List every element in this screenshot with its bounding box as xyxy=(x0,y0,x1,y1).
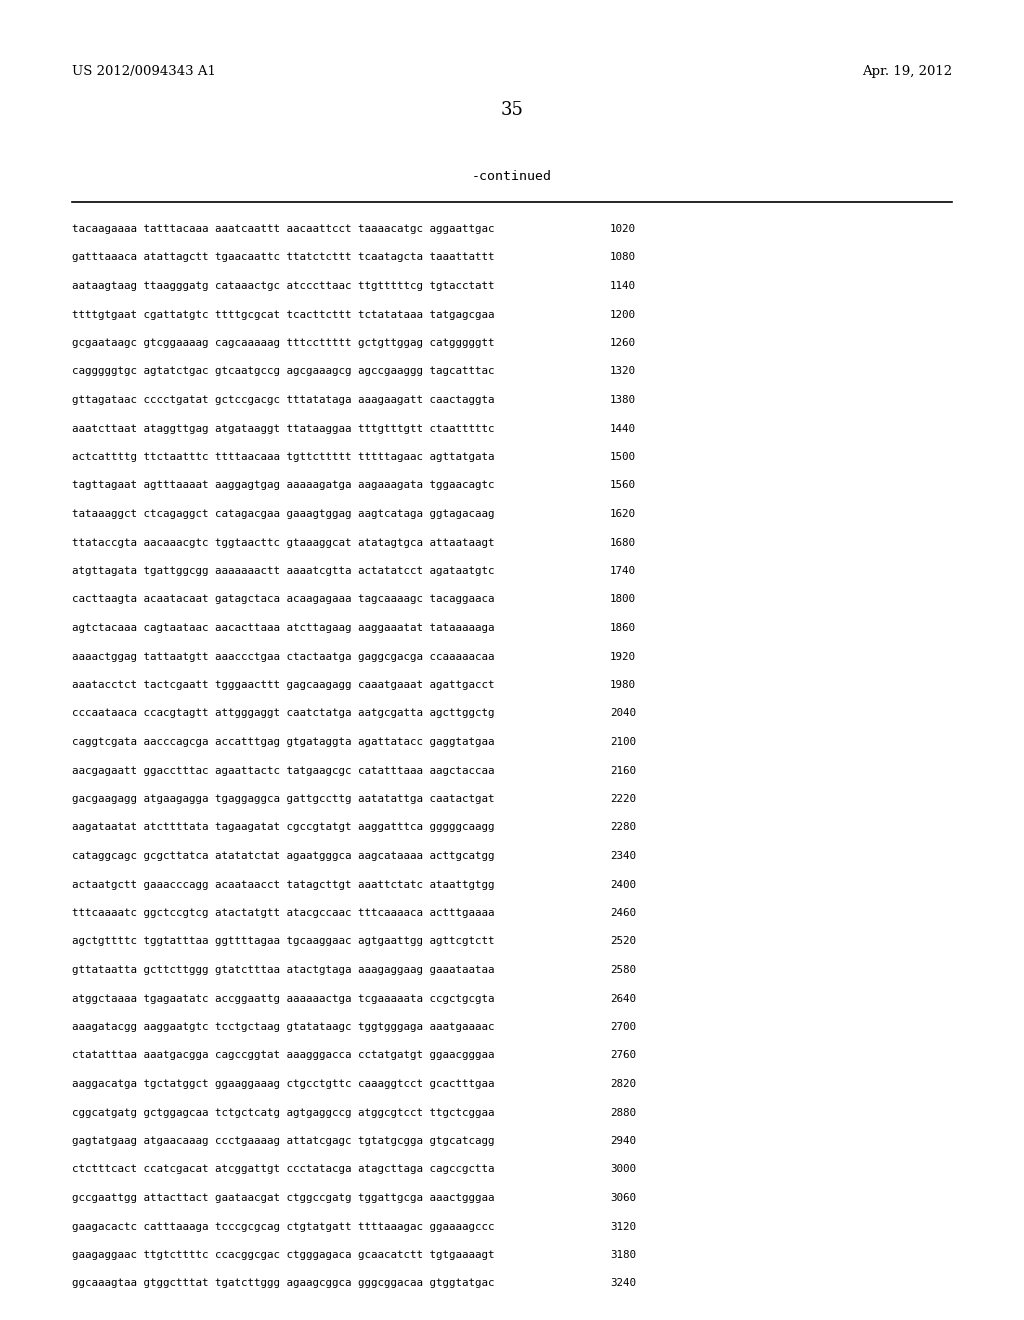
Text: ctctttcact ccatcgacat atcggattgt ccctatacga atagcttaga cagccgctta: ctctttcact ccatcgacat atcggattgt ccctata… xyxy=(72,1164,495,1175)
Text: cggcatgatg gctggagcaa tctgctcatg agtgaggccg atggcgtcct ttgctcggaa: cggcatgatg gctggagcaa tctgctcatg agtgagg… xyxy=(72,1107,495,1118)
Text: 3180: 3180 xyxy=(610,1250,636,1261)
Text: 1020: 1020 xyxy=(610,224,636,234)
Text: gttagataac cccctgatat gctccgacgc tttatataga aaagaagatt caactaggta: gttagataac cccctgatat gctccgacgc tttatat… xyxy=(72,395,495,405)
Text: ggcaaagtaa gtggctttat tgatcttggg agaagcggca gggcggacaa gtggtatgac: ggcaaagtaa gtggctttat tgatcttggg agaagcg… xyxy=(72,1279,495,1288)
Text: 3240: 3240 xyxy=(610,1279,636,1288)
Text: 2940: 2940 xyxy=(610,1137,636,1146)
Text: caggtcgata aacccagcga accatttgag gtgataggta agattatacc gaggtatgaa: caggtcgata aacccagcga accatttgag gtgatag… xyxy=(72,737,495,747)
Text: ttataccgta aacaaacgtc tggtaacttc gtaaaggcat atatagtgca attaataagt: ttataccgta aacaaacgtc tggtaacttc gtaaagg… xyxy=(72,537,495,548)
Text: 2280: 2280 xyxy=(610,822,636,833)
Text: ttttgtgaat cgattatgtc ttttgcgcat tcacttcttt tctatataaa tatgagcgaa: ttttgtgaat cgattatgtc ttttgcgcat tcacttc… xyxy=(72,309,495,319)
Text: gacgaagagg atgaagagga tgaggaggca gattgccttg aatatattga caatactgat: gacgaagagg atgaagagga tgaggaggca gattgcc… xyxy=(72,795,495,804)
Text: 3000: 3000 xyxy=(610,1164,636,1175)
Text: tataaaggct ctcagaggct catagacgaa gaaagtggag aagtcataga ggtagacaag: tataaaggct ctcagaggct catagacgaa gaaagtg… xyxy=(72,510,495,519)
Text: gatttaaaca atattagctt tgaacaattc ttatctcttt tcaatagcta taaattattt: gatttaaaca atattagctt tgaacaattc ttatctc… xyxy=(72,252,495,263)
Text: agctgttttc tggtatttaa ggttttagaa tgcaaggaac agtgaattgg agttcgtctt: agctgttttc tggtatttaa ggttttagaa tgcaagg… xyxy=(72,936,495,946)
Text: 2220: 2220 xyxy=(610,795,636,804)
Text: aaatcttaat ataggttgag atgataaggt ttataaggaa tttgtttgtt ctaatttttc: aaatcttaat ataggttgag atgataaggt ttataag… xyxy=(72,424,495,433)
Text: 1860: 1860 xyxy=(610,623,636,634)
Text: cagggggtgc agtatctgac gtcaatgccg agcgaaagcg agccgaaggg tagcatttac: cagggggtgc agtatctgac gtcaatgccg agcgaaa… xyxy=(72,367,495,376)
Text: -continued: -continued xyxy=(472,170,552,183)
Text: 2160: 2160 xyxy=(610,766,636,776)
Text: 1140: 1140 xyxy=(610,281,636,290)
Text: 1560: 1560 xyxy=(610,480,636,491)
Text: 2580: 2580 xyxy=(610,965,636,975)
Text: gccgaattgg attacttact gaataacgat ctggccgatg tggattgcga aaactgggaa: gccgaattgg attacttact gaataacgat ctggccg… xyxy=(72,1193,495,1203)
Text: 1980: 1980 xyxy=(610,680,636,690)
Text: tttcaaaatc ggctccgtcg atactatgtt atacgccaac tttcaaaaca actttgaaaa: tttcaaaatc ggctccgtcg atactatgtt atacgcc… xyxy=(72,908,495,917)
Text: aacgagaatt ggacctttac agaattactc tatgaagcgc catatttaaa aagctaccaa: aacgagaatt ggacctttac agaattactc tatgaag… xyxy=(72,766,495,776)
Text: gaagaggaac ttgtcttttc ccacggcgac ctgggagaca gcaacatctt tgtgaaaagt: gaagaggaac ttgtcttttc ccacggcgac ctgggag… xyxy=(72,1250,495,1261)
Text: gaagacactc catttaaaga tcccgcgcag ctgtatgatt ttttaaagac ggaaaagccc: gaagacactc catttaaaga tcccgcgcag ctgtatg… xyxy=(72,1221,495,1232)
Text: cacttaagta acaatacaat gatagctaca acaagagaaa tagcaaaagc tacaggaaca: cacttaagta acaatacaat gatagctaca acaagag… xyxy=(72,594,495,605)
Text: gcgaataagc gtcggaaaag cagcaaaaag tttccttttt gctgttggag catgggggtt: gcgaataagc gtcggaaaag cagcaaaaag tttcctt… xyxy=(72,338,495,348)
Text: cccaataaca ccacgtagtt attgggaggt caatctatga aatgcgatta agcttggctg: cccaataaca ccacgtagtt attgggaggt caatcta… xyxy=(72,709,495,718)
Text: 1080: 1080 xyxy=(610,252,636,263)
Text: ctatatttaa aaatgacgga cagccggtat aaagggacca cctatgatgt ggaacgggaa: ctatatttaa aaatgacgga cagccggtat aaaggga… xyxy=(72,1051,495,1060)
Text: 1260: 1260 xyxy=(610,338,636,348)
Text: cataggcagc gcgcttatca atatatctat agaatgggca aagcataaaa acttgcatgg: cataggcagc gcgcttatca atatatctat agaatgg… xyxy=(72,851,495,861)
Text: 1200: 1200 xyxy=(610,309,636,319)
Text: aaagatacgg aaggaatgtc tcctgctaag gtatataagc tggtgggaga aaatgaaaac: aaagatacgg aaggaatgtc tcctgctaag gtatata… xyxy=(72,1022,495,1032)
Text: 1500: 1500 xyxy=(610,451,636,462)
Text: 1740: 1740 xyxy=(610,566,636,576)
Text: US 2012/0094343 A1: US 2012/0094343 A1 xyxy=(72,65,216,78)
Text: atggctaaaa tgagaatatc accggaattg aaaaaactga tcgaaaaata ccgctgcgta: atggctaaaa tgagaatatc accggaattg aaaaaac… xyxy=(72,994,495,1003)
Text: gagtatgaag atgaacaaag ccctgaaaag attatcgagc tgtatgcgga gtgcatcagg: gagtatgaag atgaacaaag ccctgaaaag attatcg… xyxy=(72,1137,495,1146)
Text: 2040: 2040 xyxy=(610,709,636,718)
Text: gttataatta gcttcttggg gtatctttaa atactgtaga aaagaggaag gaaataataa: gttataatta gcttcttggg gtatctttaa atactgt… xyxy=(72,965,495,975)
Text: 1440: 1440 xyxy=(610,424,636,433)
Text: 2100: 2100 xyxy=(610,737,636,747)
Text: 3120: 3120 xyxy=(610,1221,636,1232)
Text: actcattttg ttctaatttc ttttaacaaa tgttcttttt tttttagaac agttatgata: actcattttg ttctaatttc ttttaacaaa tgttctt… xyxy=(72,451,495,462)
Text: 1320: 1320 xyxy=(610,367,636,376)
Text: aagataatat atcttttata tagaagatat cgccgtatgt aaggatttca gggggcaagg: aagataatat atcttttata tagaagatat cgccgta… xyxy=(72,822,495,833)
Text: 2520: 2520 xyxy=(610,936,636,946)
Text: 35: 35 xyxy=(501,102,523,119)
Text: agtctacaaa cagtaataac aacacttaaa atcttagaag aaggaaatat tataaaaaga: agtctacaaa cagtaataac aacacttaaa atcttag… xyxy=(72,623,495,634)
Text: atgttagata tgattggcgg aaaaaaactt aaaatcgtta actatatcct agataatgtc: atgttagata tgattggcgg aaaaaaactt aaaatcg… xyxy=(72,566,495,576)
Text: 1680: 1680 xyxy=(610,537,636,548)
Text: 1620: 1620 xyxy=(610,510,636,519)
Text: 2460: 2460 xyxy=(610,908,636,917)
Text: 2640: 2640 xyxy=(610,994,636,1003)
Text: 1920: 1920 xyxy=(610,652,636,661)
Text: 1380: 1380 xyxy=(610,395,636,405)
Text: 2340: 2340 xyxy=(610,851,636,861)
Text: 2760: 2760 xyxy=(610,1051,636,1060)
Text: aataagtaag ttaagggatg cataaactgc atcccttaac ttgtttttcg tgtacctatt: aataagtaag ttaagggatg cataaactgc atccctt… xyxy=(72,281,495,290)
Text: aaaactggag tattaatgtt aaaccctgaa ctactaatga gaggcgacga ccaaaaacaa: aaaactggag tattaatgtt aaaccctgaa ctactaa… xyxy=(72,652,495,661)
Text: tagttagaat agtttaaaat aaggagtgag aaaaagatga aagaaagata tggaacagtc: tagttagaat agtttaaaat aaggagtgag aaaaaga… xyxy=(72,480,495,491)
Text: aaggacatga tgctatggct ggaaggaaag ctgcctgttc caaaggtcct gcactttgaa: aaggacatga tgctatggct ggaaggaaag ctgcctg… xyxy=(72,1078,495,1089)
Text: 3060: 3060 xyxy=(610,1193,636,1203)
Text: 2400: 2400 xyxy=(610,879,636,890)
Text: Apr. 19, 2012: Apr. 19, 2012 xyxy=(862,65,952,78)
Text: tacaagaaaa tatttacaaa aaatcaattt aacaattcct taaaacatgc aggaattgac: tacaagaaaa tatttacaaa aaatcaattt aacaatt… xyxy=(72,224,495,234)
Text: 2820: 2820 xyxy=(610,1078,636,1089)
Text: aaatacctct tactcgaatt tgggaacttt gagcaagagg caaatgaaat agattgacct: aaatacctct tactcgaatt tgggaacttt gagcaag… xyxy=(72,680,495,690)
Text: 1800: 1800 xyxy=(610,594,636,605)
Text: actaatgctt gaaacccagg acaataacct tatagcttgt aaattctatc ataattgtgg: actaatgctt gaaacccagg acaataacct tatagct… xyxy=(72,879,495,890)
Text: 2700: 2700 xyxy=(610,1022,636,1032)
Text: 2880: 2880 xyxy=(610,1107,636,1118)
